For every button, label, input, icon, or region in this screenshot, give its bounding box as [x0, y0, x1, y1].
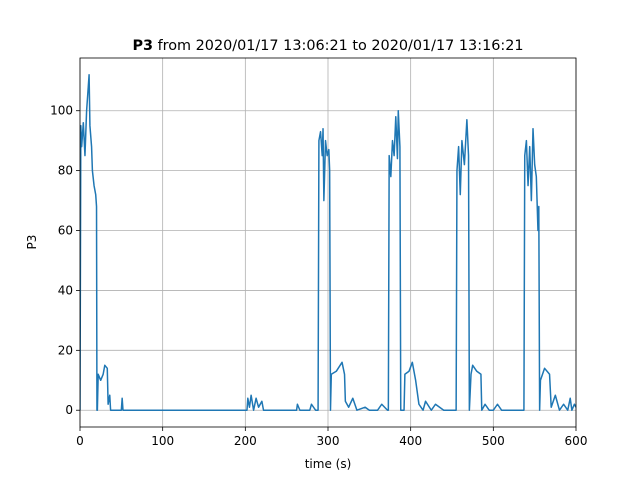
x-tick-label: 500: [482, 434, 505, 448]
chart-title: P3 from 2020/01/17 13:06:21 to 2020/01/1…: [132, 38, 523, 54]
y-axis-label: P3: [25, 235, 39, 250]
x-tick-label: 100: [151, 434, 174, 448]
x-tick-label: 200: [234, 434, 257, 448]
x-tick-label: 600: [565, 434, 588, 448]
y-tick-label: 0: [65, 403, 73, 417]
y-tick-label: 100: [50, 104, 73, 118]
x-tick-label: 300: [317, 434, 340, 448]
y-tick-label: 60: [58, 224, 73, 238]
x-tick-label: 0: [76, 434, 84, 448]
title-rest: from 2020/01/17 13:06:21 to 2020/01/17 1…: [158, 38, 524, 54]
y-tick-label: 80: [58, 164, 73, 178]
x-axis-label: time (s): [305, 457, 352, 471]
y-tick-label: 20: [58, 343, 73, 357]
y-tick-label: 40: [58, 283, 73, 297]
plot-frame: [79, 57, 577, 428]
title-bold: P3: [132, 38, 153, 54]
x-tick-label: 400: [399, 434, 422, 448]
data-line: [80, 74, 576, 411]
